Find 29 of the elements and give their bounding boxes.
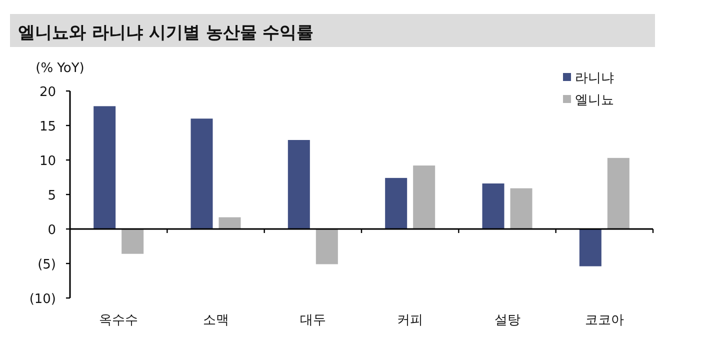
- legend-label: 엘니뇨: [575, 93, 614, 108]
- y-tick-label: (5): [38, 258, 56, 272]
- bar: [122, 229, 144, 254]
- y-tick-label: 0: [48, 223, 56, 238]
- y-tick-label: 5: [48, 188, 56, 204]
- legend-label: 라니냐: [575, 71, 614, 86]
- chart-title: 엘니뇨와 라니냐 시기별 농산물 수익률: [18, 23, 314, 43]
- bar: [385, 178, 408, 229]
- bar: [413, 166, 436, 229]
- x-tick-label: 소맥: [202, 313, 229, 328]
- bar: [316, 229, 338, 264]
- y-tick-label: 15: [39, 120, 56, 134]
- y-tick-label: (10): [29, 292, 56, 307]
- y-axis-title: (% YoY): [36, 61, 84, 76]
- x-tick-label: 코코아: [584, 313, 624, 328]
- x-tick-label: 커피: [397, 313, 424, 328]
- y-tick-label: 10: [39, 154, 56, 169]
- bar: [510, 188, 532, 229]
- bar: [288, 140, 310, 229]
- bar: [190, 118, 213, 229]
- y-tick-label: 20: [39, 85, 56, 100]
- bar: [482, 183, 504, 229]
- bar: [579, 229, 602, 266]
- bar: [94, 106, 116, 229]
- x-tick-label: 옥수수: [99, 313, 138, 328]
- bar: [218, 217, 241, 229]
- bar: [607, 158, 630, 229]
- x-tick-label: 대두: [300, 313, 326, 328]
- x-tick-label: 설탕: [494, 313, 520, 328]
